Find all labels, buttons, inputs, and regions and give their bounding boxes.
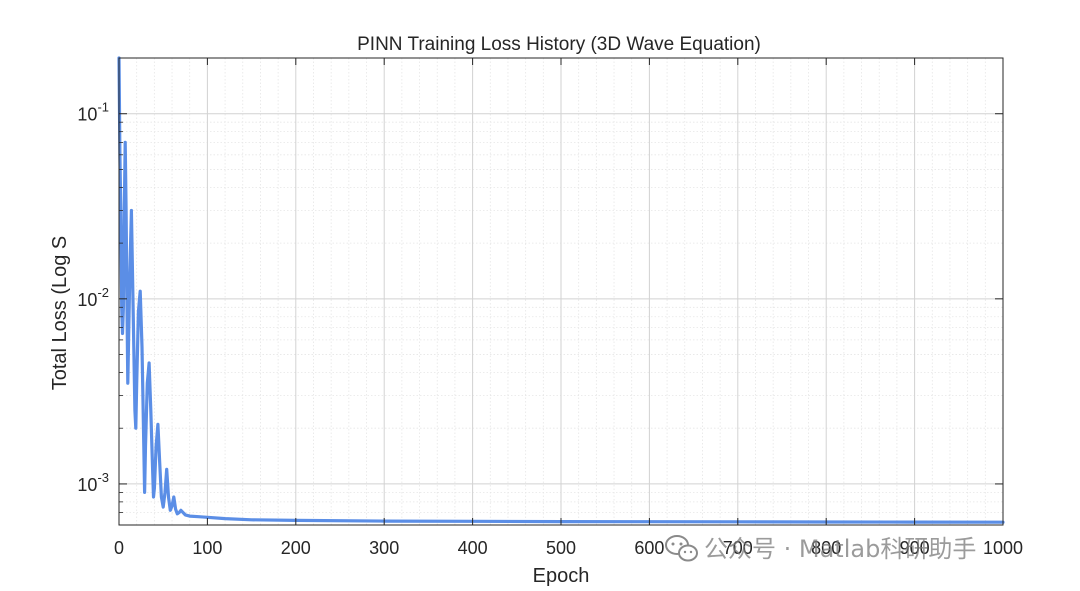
y-tick-label: 10-1	[77, 100, 109, 125]
x-tick-label: 700	[723, 538, 753, 558]
x-tick-label: 400	[458, 538, 488, 558]
x-tick-label: 100	[192, 538, 222, 558]
chart-title: PINN Training Loss History (3D Wave Equa…	[357, 34, 761, 55]
y-tick-label: 10-3	[77, 470, 109, 495]
loss-series-line	[117, 56, 1005, 524]
x-tick-label: 1000	[983, 538, 1023, 558]
wechat-icon	[665, 535, 698, 562]
x-tick-label: 200	[281, 538, 311, 558]
x-tick-label: 600	[634, 538, 664, 558]
x-tick-label: 300	[369, 538, 399, 558]
watermark: 公众号 · Matlab科研助手	[665, 535, 976, 563]
x-tick-label: 500	[546, 538, 576, 558]
watermark-text: 公众号 · Matlab科研助手	[704, 535, 976, 563]
y-tick-label: 10-2	[77, 285, 109, 310]
x-axis-label: Epoch	[533, 565, 590, 587]
axis-ticks	[118, 57, 1004, 526]
x-tick-label: 800	[811, 538, 841, 558]
x-tick-label: 0	[114, 538, 124, 558]
x-tick-labels: 0 100 200 300 400 500 600 700 800 900 1000	[114, 538, 1023, 558]
x-tick-label: 900	[900, 538, 930, 558]
y-axis-label: Total Loss (Log S	[49, 236, 71, 391]
y-tick-labels: 10-3 10-2 10-1	[77, 100, 109, 495]
